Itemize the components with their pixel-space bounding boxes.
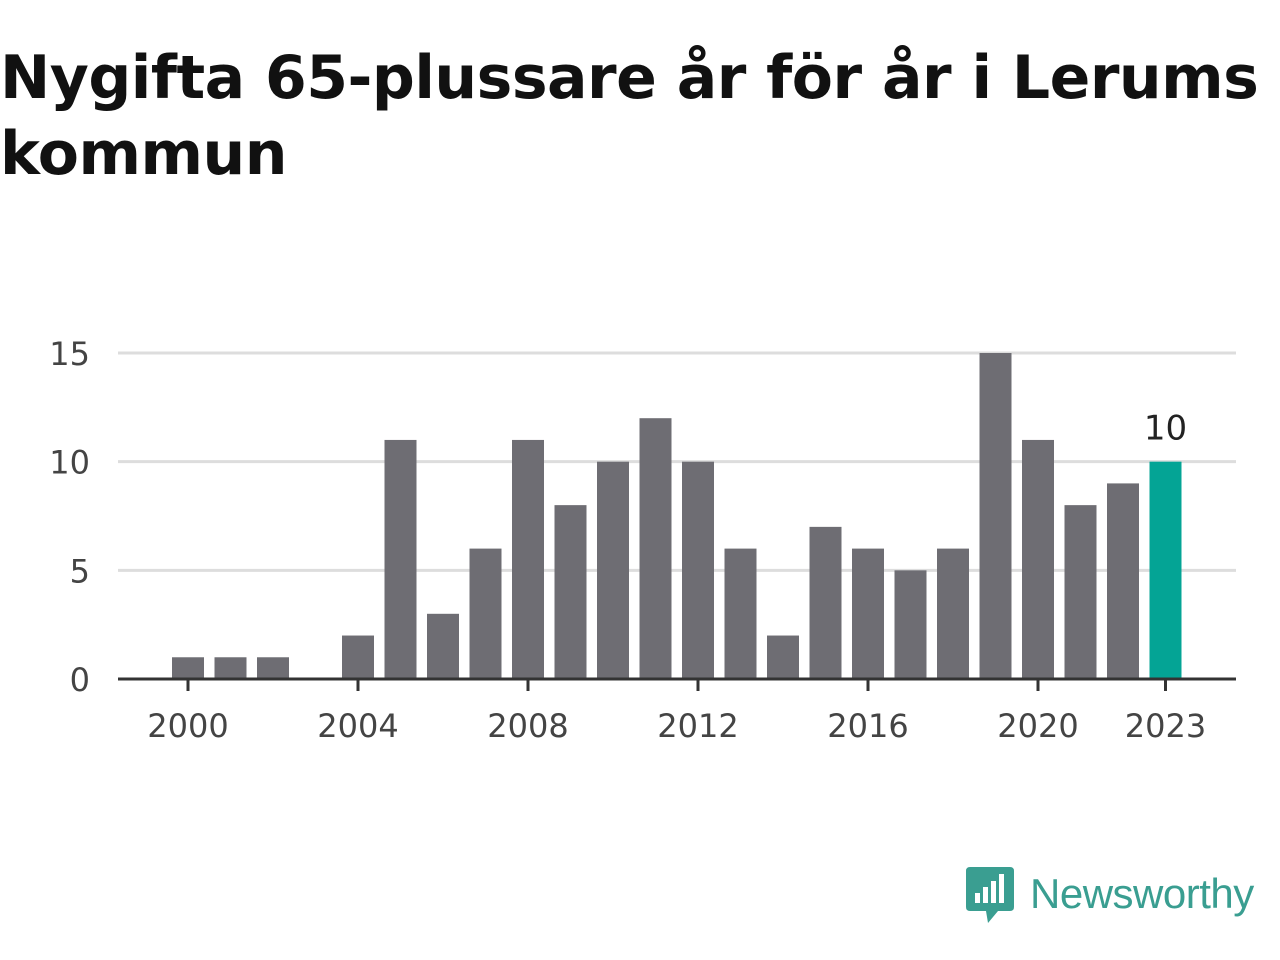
- y-tick-label-0: 0: [70, 661, 90, 699]
- bar-2018: [937, 548, 969, 679]
- bar-2006: [427, 613, 459, 679]
- bar-2021: [1064, 505, 1097, 679]
- bar-2013: [724, 548, 757, 679]
- bars: [172, 353, 1182, 679]
- bar-2023: [1149, 461, 1182, 679]
- bar-2000: [172, 657, 204, 679]
- bar-2009: [554, 505, 587, 679]
- x-tick-label-2016: 2016: [827, 707, 908, 745]
- y-tick-label-15: 15: [49, 335, 90, 373]
- data-label-2023: 10: [1144, 409, 1187, 449]
- y-tick-label-5: 5: [70, 552, 90, 590]
- logo-text: Newsworthy: [1030, 870, 1254, 917]
- bar-2022: [1107, 483, 1139, 679]
- bar-2016: [852, 548, 884, 679]
- labels: 0 5 10 15 2000 2004 2008 2012 2016 2020 2023 10: [49, 335, 1206, 745]
- bar-2010: [597, 461, 629, 679]
- x-tick-label-2004: 2004: [317, 707, 398, 745]
- bar-2008: [512, 439, 544, 679]
- bar-2011: [639, 418, 672, 679]
- bar-2001: [214, 657, 247, 679]
- bar-2015: [809, 526, 842, 679]
- bar-2017: [894, 570, 927, 679]
- bar-2002: [257, 657, 289, 679]
- x-tick-label-2012: 2012: [657, 707, 738, 745]
- newsworthy-logo: Newsworthy: [964, 862, 1254, 926]
- newsworthy-logo-icon: [966, 867, 1014, 923]
- bar-2005: [384, 439, 417, 679]
- chart-title: Nygifta 65-plussare år för år i Lerums k…: [0, 43, 1259, 189]
- x-tick-label-2008: 2008: [487, 707, 568, 745]
- x-tick-label-2020: 2020: [997, 707, 1078, 745]
- bar-2020: [1022, 439, 1054, 679]
- x-tick-label-2023: 2023: [1125, 707, 1206, 745]
- axes: [118, 677, 1236, 691]
- bar-2019: [979, 353, 1012, 679]
- y-tick-label-10: 10: [49, 444, 90, 482]
- bar-2007: [469, 548, 502, 679]
- bar-2004: [342, 635, 374, 679]
- x-tick-label-2000: 2000: [147, 707, 228, 745]
- bar-chart: 0 5 10 15 2000 2004 2008 2012 2016 2020 2023 10: [49, 335, 1236, 745]
- bar-2014: [767, 635, 799, 679]
- bar-2012: [682, 461, 714, 679]
